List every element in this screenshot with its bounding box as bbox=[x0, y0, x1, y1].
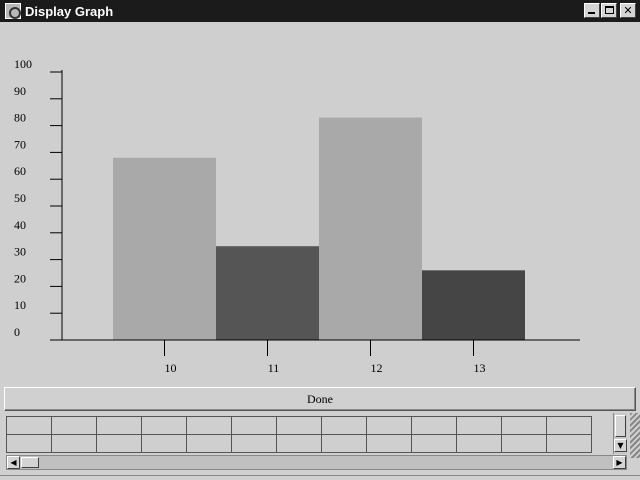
scroll-down-button[interactable]: ▼ bbox=[614, 439, 627, 452]
y-tick-label: 90 bbox=[14, 84, 26, 98]
y-tick-label: 100 bbox=[14, 57, 32, 71]
horizontal-scroll-thumb[interactable] bbox=[21, 457, 39, 468]
table-cell[interactable] bbox=[411, 434, 457, 453]
vertical-scroll-thumb[interactable] bbox=[615, 415, 626, 437]
maximize-button[interactable] bbox=[601, 3, 617, 18]
data-table[interactable] bbox=[6, 416, 592, 453]
title-bar[interactable]: Display Graph ✕ bbox=[0, 0, 640, 22]
table-cell[interactable] bbox=[141, 434, 187, 453]
table-row[interactable] bbox=[6, 416, 592, 435]
bar-13 bbox=[422, 270, 525, 340]
window-title: Display Graph bbox=[25, 3, 114, 19]
chart-area: 0 10 20 30 40 50 60 70 80 90 100 10 11 12 13 bbox=[0, 22, 640, 384]
table-cell[interactable] bbox=[186, 416, 232, 435]
table-cell[interactable] bbox=[501, 416, 547, 435]
table-row[interactable] bbox=[6, 434, 592, 453]
horizontal-scrollbar[interactable]: ◀ ▶ bbox=[6, 455, 627, 470]
y-tick-label: 10 bbox=[14, 298, 26, 312]
bar-12 bbox=[319, 117, 422, 340]
table-cell[interactable] bbox=[96, 416, 142, 435]
y-tick-label: 40 bbox=[14, 218, 26, 232]
y-tick-label: 20 bbox=[14, 271, 26, 285]
x-tick-label: 11 bbox=[268, 361, 280, 375]
y-tick-label: 50 bbox=[14, 191, 26, 205]
table-cell[interactable] bbox=[51, 434, 97, 453]
table-cell[interactable] bbox=[366, 416, 412, 435]
table-cell[interactable] bbox=[6, 434, 52, 453]
table-cell[interactable] bbox=[366, 434, 412, 453]
bar-10 bbox=[113, 157, 216, 340]
y-tick-label: 30 bbox=[14, 245, 26, 259]
table-cell[interactable] bbox=[501, 434, 547, 453]
table-cell[interactable] bbox=[231, 434, 277, 453]
scroll-left-button[interactable]: ◀ bbox=[7, 456, 20, 469]
close-button[interactable]: ✕ bbox=[620, 3, 636, 18]
table-cell[interactable] bbox=[141, 416, 187, 435]
minimize-button[interactable] bbox=[584, 3, 600, 18]
x-tick-label: 13 bbox=[474, 361, 486, 375]
window-controls: ✕ bbox=[584, 3, 636, 18]
table-cell[interactable] bbox=[411, 416, 457, 435]
vertical-scrollbar[interactable]: ▼ bbox=[613, 413, 627, 454]
table-cell[interactable] bbox=[456, 434, 502, 453]
arrow-down-icon: ▼ bbox=[617, 441, 624, 450]
arrow-left-icon: ◀ bbox=[10, 458, 17, 467]
close-icon: ✕ bbox=[623, 4, 633, 17]
table-cell[interactable] bbox=[96, 434, 142, 453]
table-cell[interactable] bbox=[276, 416, 322, 435]
table-panel: ▼ ◀ ▶ bbox=[0, 413, 640, 480]
status-strip bbox=[0, 475, 640, 480]
minimize-icon bbox=[588, 12, 595, 14]
x-tick-label: 12 bbox=[371, 361, 383, 375]
table-cell[interactable] bbox=[321, 434, 367, 453]
x-tick-label: 10 bbox=[165, 361, 177, 375]
y-tick-label: 0 bbox=[14, 325, 20, 339]
done-button[interactable]: Done bbox=[4, 387, 636, 411]
y-tick-label: 60 bbox=[14, 164, 26, 178]
resize-grip[interactable] bbox=[630, 413, 640, 458]
app-icon[interactable] bbox=[5, 3, 21, 19]
bar-11 bbox=[216, 246, 319, 340]
y-tick-label: 80 bbox=[14, 111, 26, 125]
y-tick-label: 70 bbox=[14, 137, 26, 151]
table-cell[interactable] bbox=[546, 434, 592, 453]
table-cell[interactable] bbox=[6, 416, 52, 435]
bar-chart: 0 10 20 30 40 50 60 70 80 90 100 10 11 12 13 bbox=[14, 57, 580, 375]
table-cell[interactable] bbox=[186, 434, 232, 453]
table-cell[interactable] bbox=[321, 416, 367, 435]
table-cell[interactable] bbox=[546, 416, 592, 435]
table-cell[interactable] bbox=[276, 434, 322, 453]
table-cell[interactable] bbox=[51, 416, 97, 435]
table-cell[interactable] bbox=[456, 416, 502, 435]
table-cell[interactable] bbox=[231, 416, 277, 435]
scroll-right-button[interactable]: ▶ bbox=[613, 456, 626, 469]
arrow-right-icon: ▶ bbox=[616, 458, 623, 467]
maximize-icon bbox=[605, 6, 614, 14]
